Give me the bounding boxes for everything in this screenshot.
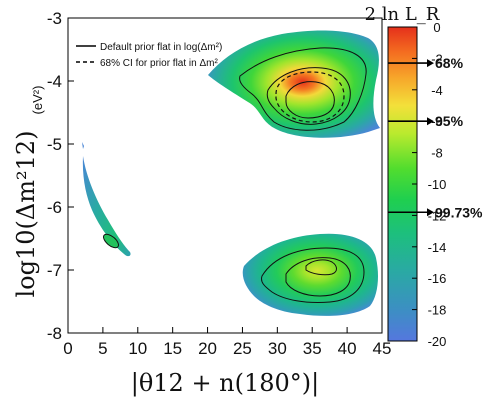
colorbar-tick-label: -10	[428, 177, 447, 192]
credible-level-arrow-icon	[427, 208, 434, 217]
region-diagonal	[82, 142, 131, 257]
x-axis-ticks: 0 5 10 15 20 25 30 35 40 45	[63, 327, 391, 358]
credible-level-arrow-icon	[427, 59, 434, 68]
x-tick-label: 35	[303, 339, 322, 358]
colorbar-tick-label: -18	[428, 303, 447, 318]
credible-level-arrow-icon	[427, 117, 434, 126]
y-axis-label: log10(Δm²12)	[12, 130, 40, 297]
legend-entry-1: 68% CI for prior flat in Δm²	[100, 58, 218, 69]
y-axis-unit: (eV²)	[30, 86, 45, 115]
x-tick-label: 5	[98, 339, 107, 358]
colorbar: 2 ln L_R 0-2-4-6-8-10-12-14-16-18-20 68%…	[365, 4, 483, 349]
credible-level-label: 68%	[435, 55, 464, 71]
colorbar-title: 2 ln L_R	[365, 4, 440, 25]
colorbar-tick-label: -2	[431, 51, 443, 66]
x-tick-label: 40	[338, 339, 357, 358]
credible-level-label: 95%	[435, 113, 464, 129]
y-tick-label: -5	[47, 135, 62, 154]
y-tick-label: -8	[47, 324, 62, 343]
x-tick-label: 15	[163, 339, 182, 358]
region-lower	[242, 233, 378, 316]
x-tick-label: 0	[63, 339, 72, 358]
x-tick-label: 45	[373, 339, 392, 358]
legend: Default prior flat in log(Δm²) 68% CI fo…	[76, 42, 222, 69]
colorbar-tick-label: -14	[428, 240, 447, 255]
credible-level-markers: 68% 95% 99.73%	[388, 55, 483, 220]
x-tick-label: 25	[233, 339, 252, 358]
credible-level-label: 99.73%	[435, 204, 483, 220]
x-tick-label: 10	[128, 339, 147, 358]
colorbar-tick-label: 0	[433, 20, 440, 35]
y-tick-label: -3	[47, 9, 62, 28]
x-tick-label: 30	[268, 339, 287, 358]
colorbar-tick-label: -8	[431, 146, 443, 161]
colorbar-tick-label: -4	[431, 83, 443, 98]
legend-entry-0: Default prior flat in log(Δm²)	[100, 42, 222, 53]
colorbar-tick-label: -16	[428, 271, 447, 286]
region-upper	[208, 30, 380, 138]
y-tick-label: -6	[47, 198, 62, 217]
x-axis-label: |θ12 + n(180°)|	[131, 369, 320, 398]
x-tick-label: 20	[198, 339, 217, 358]
y-tick-label: -7	[47, 261, 62, 280]
colorbar-tick-label: -20	[428, 334, 447, 349]
y-axis-ticks: -3 -4 -5 -6 -7 -8	[47, 9, 74, 343]
y-tick-label: -4	[47, 72, 62, 91]
colorbar-tick-label: -6	[431, 114, 443, 129]
colorbar-ticks: 0-2-4-6-8-10-12-14-16-18-20	[412, 20, 446, 349]
